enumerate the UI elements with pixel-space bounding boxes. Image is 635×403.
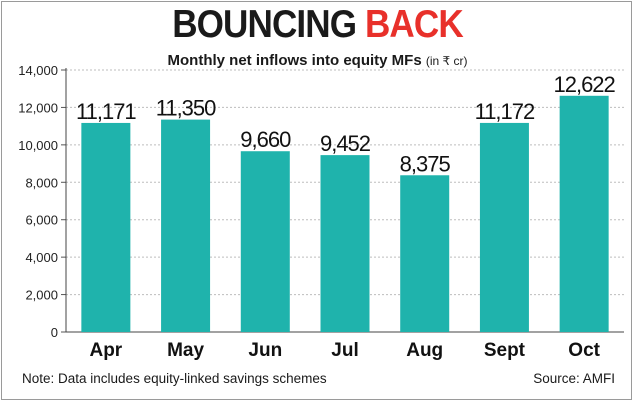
chart-subtitle: Monthly net inflows into equity MFs (in …	[0, 50, 635, 72]
x-tick-label: Apr	[89, 340, 122, 361]
subtitle-unit: (in ₹ cr)	[425, 54, 468, 68]
x-tick-label: Jun	[248, 340, 282, 361]
x-tick-label: Aug	[406, 340, 443, 361]
source-credit: Source: AMFI	[533, 371, 615, 386]
data-label: 11,350	[156, 96, 216, 121]
y-tick-label: 6,000	[25, 213, 58, 228]
bar	[400, 175, 450, 332]
data-label: 9,660	[240, 127, 291, 152]
x-tick-label: Sept	[484, 340, 526, 361]
bar	[479, 122, 529, 332]
x-tick-label: May	[167, 340, 204, 361]
y-tick-label: 0	[51, 325, 58, 340]
bar	[559, 95, 609, 332]
data-label: 11,171	[76, 99, 136, 124]
data-label: 8,375	[400, 151, 451, 176]
footnote: Note: Data includes equity-linked saving…	[22, 371, 327, 386]
chart-title: BOUNCING BACK	[32, 2, 604, 48]
data-label: 11,172	[475, 99, 535, 124]
subtitle-main: Monthly net inflows into equity MFs	[167, 52, 422, 69]
y-tick-label: 8,000	[25, 175, 58, 190]
y-tick-label: 4,000	[25, 250, 58, 265]
y-tick-label: 2,000	[25, 288, 58, 303]
x-tick-label: Oct	[568, 340, 600, 361]
title-word-1: BOUNCING	[172, 3, 357, 46]
data-label: 12,622	[553, 72, 615, 97]
bar	[240, 151, 290, 332]
bar	[161, 119, 211, 332]
y-tick-label: 14,000	[18, 63, 58, 78]
bar	[81, 122, 131, 332]
x-tick-label: Jul	[331, 340, 358, 361]
y-tick-label: 12,000	[18, 100, 58, 115]
title-word-2: BACK	[364, 3, 464, 46]
data-label: 9,452	[320, 131, 371, 156]
bar	[320, 155, 370, 332]
y-tick-label: 10,000	[18, 138, 58, 153]
